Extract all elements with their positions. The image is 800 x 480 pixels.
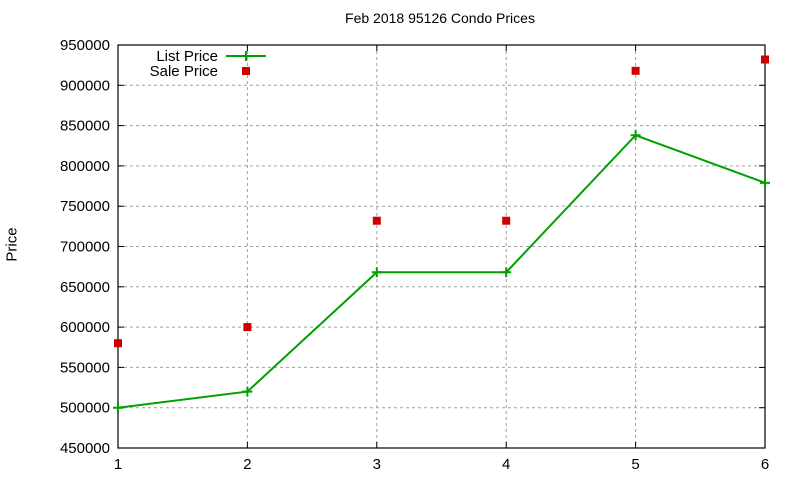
x-tick-label: 5 [631,456,639,473]
y-tick-label: 600000 [60,319,110,336]
y-tick-label: 850000 [60,118,110,135]
y-tick-label: 700000 [60,239,110,256]
plus-marker [371,267,382,278]
square-marker [631,66,640,75]
x-tick-label: 4 [502,456,510,473]
sale-price-series [114,55,769,348]
x-tick-label: 1 [114,456,122,473]
chart-title: Feb 2018 95126 Condo Prices [345,10,535,26]
square-marker [114,339,122,348]
square-marker [761,55,769,64]
legend-label: Sale Price [150,63,218,80]
data-series [113,55,770,413]
grid-lines [118,45,765,448]
square-marker [243,323,252,332]
plus-marker [113,402,123,413]
x-tick-label: 2 [243,456,251,473]
plus-marker [242,386,253,397]
x-tick-label: 3 [373,456,381,473]
plus-marker [501,267,512,278]
tick-labels: 450000 500000 550000 600000 650000 700000 7500… [60,37,769,473]
y-tick-label: 450000 [60,440,110,457]
y-tick-label: 650000 [60,279,110,296]
list-price-series [113,130,770,413]
plot-border [117,44,766,449]
x-tick-label: 6 [761,456,769,473]
y-tick-label: 900000 [60,77,110,94]
y-tick-label: 800000 [60,158,110,175]
square-marker [502,216,511,225]
y-tick-label: 950000 [60,37,110,54]
y-tick-label: 750000 [60,198,110,215]
legend-label: List Price [156,48,218,65]
square-marker [372,216,381,225]
plus-marker [760,177,770,188]
y-tick-label: 550000 [60,359,110,376]
y-tick-label: 500000 [60,400,110,417]
plus-marker [630,130,641,141]
